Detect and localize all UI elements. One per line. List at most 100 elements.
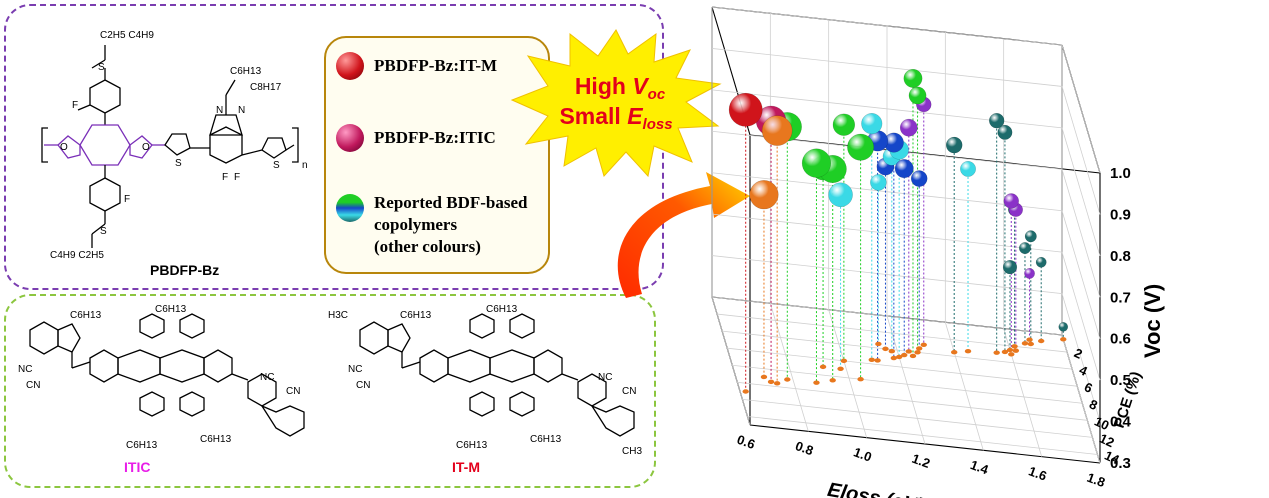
grid-line-y [742, 399, 1093, 438]
grid-line-y [747, 416, 1098, 455]
z-tick-label: 0.7 [1110, 289, 1131, 306]
data-point [728, 92, 763, 127]
grid-line-z [711, 296, 1101, 464]
legend-ball-reported [336, 194, 364, 222]
y-tick-label: 6 [1082, 379, 1095, 396]
legend-item-reported: Reported BDF-based copolymers (other col… [336, 192, 527, 258]
grid-line-y [737, 381, 1088, 421]
x-tick-label: 1.4 [968, 457, 991, 478]
x-axis-label: Eloss (eV) [826, 479, 925, 498]
acceptor-chain-label-7: C6H13 [456, 440, 488, 451]
floor-projection-dot [914, 350, 921, 355]
x-tick-label: 0.8 [793, 438, 815, 458]
floor-projection-dot [890, 355, 898, 361]
grid-line-z [711, 6, 1101, 174]
svg-text:O: O [60, 142, 68, 153]
floor-projection-dot [760, 374, 768, 380]
data-point [1024, 268, 1035, 279]
y-tick-label: 4 [1077, 362, 1091, 379]
svg-text:F: F [234, 172, 240, 183]
floor-projection-dot [773, 381, 781, 386]
acceptor-chain-label-4: C6H13 [200, 434, 232, 445]
x-tick-label: 1.2 [910, 451, 932, 471]
box-edge [749, 134, 1101, 174]
svg-text:CN: CN [356, 380, 370, 391]
floor-projection-dot [901, 352, 908, 358]
svg-text:F: F [222, 172, 228, 183]
floor-projection-dot [1060, 337, 1067, 342]
floor-projection-dot [905, 349, 912, 354]
svg-text:F: F [124, 194, 130, 205]
floor-projection-dot [829, 378, 836, 383]
y-tick-label: 10 [1092, 413, 1111, 433]
repeat-unit-subscript: n [302, 160, 308, 171]
floor-projection-dot [882, 346, 889, 352]
burst-line-1: High Voc [575, 73, 666, 103]
grid-line-z [711, 89, 1101, 256]
data-point [828, 182, 853, 208]
x-tick-label: 1.0 [852, 444, 874, 464]
acceptor-chain-label-2: C6H13 [155, 304, 187, 315]
data-point [1018, 242, 1031, 255]
side-chain-label-bottom: C4H9 C2H5 [50, 250, 104, 261]
svg-text:O: O [142, 142, 150, 153]
svg-text:S: S [98, 62, 105, 73]
data-point [903, 68, 923, 88]
floor-projection-dot [1038, 338, 1045, 344]
data-point [894, 159, 914, 179]
floor-projection-dot [1006, 347, 1014, 353]
legend-ball-itic [336, 124, 364, 152]
acceptor-chain-label-5: C6H13 [400, 310, 432, 321]
acceptor-chain-label-1: C6H13 [70, 310, 102, 321]
data-point [832, 113, 856, 136]
floor-projection-dot [964, 349, 972, 354]
floor-projection-dot [1012, 348, 1020, 353]
svg-text:F: F [72, 100, 78, 111]
grid-line-z [711, 172, 1101, 339]
floor-projection-dot [895, 354, 903, 360]
floor-projection-dot [874, 358, 881, 363]
svg-text:N: N [216, 105, 223, 116]
floor-projection-dot [1001, 349, 1009, 355]
z-tick-label: 1.0 [1110, 165, 1131, 182]
curved-arrow [617, 172, 750, 298]
burst-line-2: Small Eloss [559, 103, 672, 133]
legend-ball-itm [336, 52, 364, 80]
benzotriazole-chain-label-1: C6H13 [230, 66, 262, 77]
data-point [1058, 322, 1069, 332]
data-point [988, 112, 1005, 129]
floor-projection-dot [1027, 341, 1034, 347]
itm-label: IT-M [452, 459, 480, 475]
side-chain-label-top: C2H5 C4H9 [100, 30, 154, 41]
floor-projection-dot [1011, 344, 1018, 349]
legend-item-itm: PBDFP-Bz:IT-M [336, 52, 497, 80]
svg-text:NC: NC [348, 364, 362, 375]
svg-text:S: S [273, 160, 280, 171]
x-tick-label: 1.6 [1027, 463, 1049, 483]
legend: PBDFP-Bz:IT-M PBDFP-Bz:ITIC Reported BDF… [324, 36, 550, 274]
y-tick-label: 12 [1097, 431, 1116, 451]
legend-item-itic: PBDFP-Bz:ITIC [336, 124, 496, 152]
floor-projection-dot [813, 380, 820, 385]
svg-text:CN: CN [622, 386, 636, 397]
grid-line-y [722, 330, 1073, 370]
methyl-label-1: H3C [328, 310, 348, 321]
data-point [910, 170, 928, 187]
legend-label-reported-line2: copolymers [374, 215, 458, 234]
floor-projection-dot [819, 364, 827, 370]
itic-label: ITIC [124, 459, 151, 475]
grid-line-z [711, 255, 1101, 422]
legend-label-reported-line3: (other colours) [374, 237, 481, 256]
data-point [1002, 260, 1018, 275]
z-tick-label: 0.8 [1110, 248, 1131, 265]
svg-text:N: N [238, 105, 245, 116]
data-point [960, 161, 976, 177]
grid-line-z [711, 48, 1101, 215]
legend-label-reported-line1: Reported BDF-based [374, 193, 528, 212]
data-point [899, 118, 918, 137]
z-tick-label: 0.3 [1110, 455, 1131, 472]
acceptor-structures: C6H13 C6H13 C6H13 C6H13 H3C C6H13 C6H13 … [18, 304, 642, 457]
floor-projection-dot [742, 389, 749, 394]
data-point [945, 136, 963, 154]
